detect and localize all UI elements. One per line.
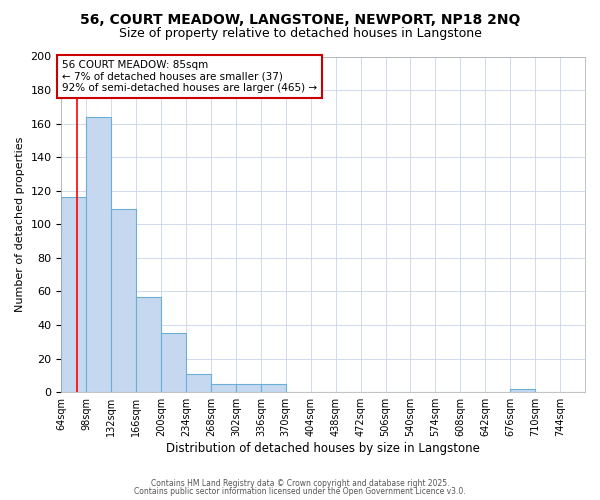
Text: Size of property relative to detached houses in Langstone: Size of property relative to detached ho… (119, 28, 481, 40)
Bar (510, 389, 535, 392)
Bar (261, 384, 286, 392)
Bar (136, 296, 161, 392)
Bar (111, 209, 136, 392)
Text: 56 COURT MEADOW: 85sqm
← 7% of detached houses are smaller (37)
92% of semi-deta: 56 COURT MEADOW: 85sqm ← 7% of detached … (62, 60, 317, 93)
Bar (186, 374, 211, 392)
Text: 56, COURT MEADOW, LANGSTONE, NEWPORT, NP18 2NQ: 56, COURT MEADOW, LANGSTONE, NEWPORT, NP… (80, 12, 520, 26)
Y-axis label: Number of detached properties: Number of detached properties (15, 136, 25, 312)
Bar (236, 384, 261, 392)
Bar (211, 384, 236, 392)
Bar (161, 334, 186, 392)
Text: Contains HM Land Registry data © Crown copyright and database right 2025.: Contains HM Land Registry data © Crown c… (151, 478, 449, 488)
Text: Contains public sector information licensed under the Open Government Licence v3: Contains public sector information licen… (134, 487, 466, 496)
Bar (61, 198, 86, 392)
Bar (86, 117, 111, 392)
X-axis label: Distribution of detached houses by size in Langstone: Distribution of detached houses by size … (166, 442, 480, 455)
